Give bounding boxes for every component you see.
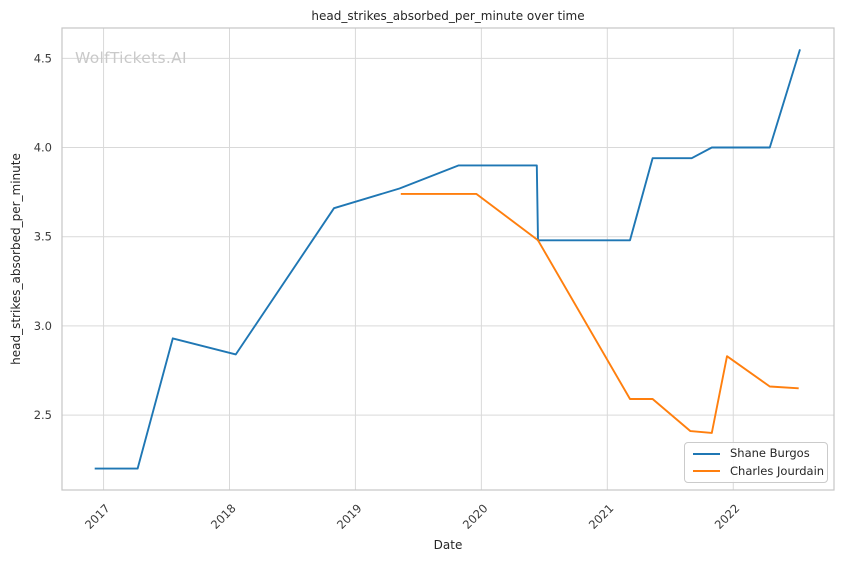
series-line-shane-burgos — [94, 49, 801, 470]
chart-title: head_strikes_absorbed_per_minute over ti… — [311, 9, 584, 23]
legend-entry-shane-burgos: Shane Burgos — [693, 445, 819, 461]
series-layer — [94, 49, 801, 470]
legend: Shane Burgos Charles Jourdain — [684, 442, 828, 483]
x-tick-label: 2017 — [82, 501, 113, 532]
watermark: WolfTickets.AI — [75, 49, 187, 67]
x-tick-labels: 2017 2018 2019 2020 2021 2022 — [82, 501, 742, 532]
plot-border — [61, 27, 835, 491]
y-tick-label: 3.0 — [34, 319, 52, 333]
y-tick-label: 3.5 — [34, 230, 52, 244]
legend-label: Charles Jourdain — [730, 463, 825, 478]
x-tick-label: 2020 — [460, 501, 491, 532]
y-tick-label: 4.0 — [34, 141, 52, 155]
legend-line-swatch-orange — [693, 470, 720, 473]
x-axis-label: Date — [434, 538, 463, 552]
x-tick-label: 2019 — [334, 501, 365, 532]
x-tick-label: 2022 — [712, 501, 743, 532]
y-tick-labels: 2.5 3.0 3.5 4.0 4.5 — [34, 51, 52, 422]
y-axis-label: head_strikes_absorbed_per_minute — [9, 153, 23, 365]
legend-line-swatch-blue — [693, 452, 720, 455]
x-tick-label: 2021 — [586, 501, 617, 532]
y-tick-label: 4.5 — [34, 51, 52, 65]
grid-layer — [62, 28, 834, 490]
series-line-charles-jourdain — [400, 192, 799, 434]
x-tick-label: 2018 — [208, 501, 239, 532]
y-tick-label: 2.5 — [34, 408, 52, 422]
legend-entry-charles-jourdain: Charles Jourdain — [693, 464, 824, 479]
legend-label: Shane Burgos — [730, 445, 810, 460]
